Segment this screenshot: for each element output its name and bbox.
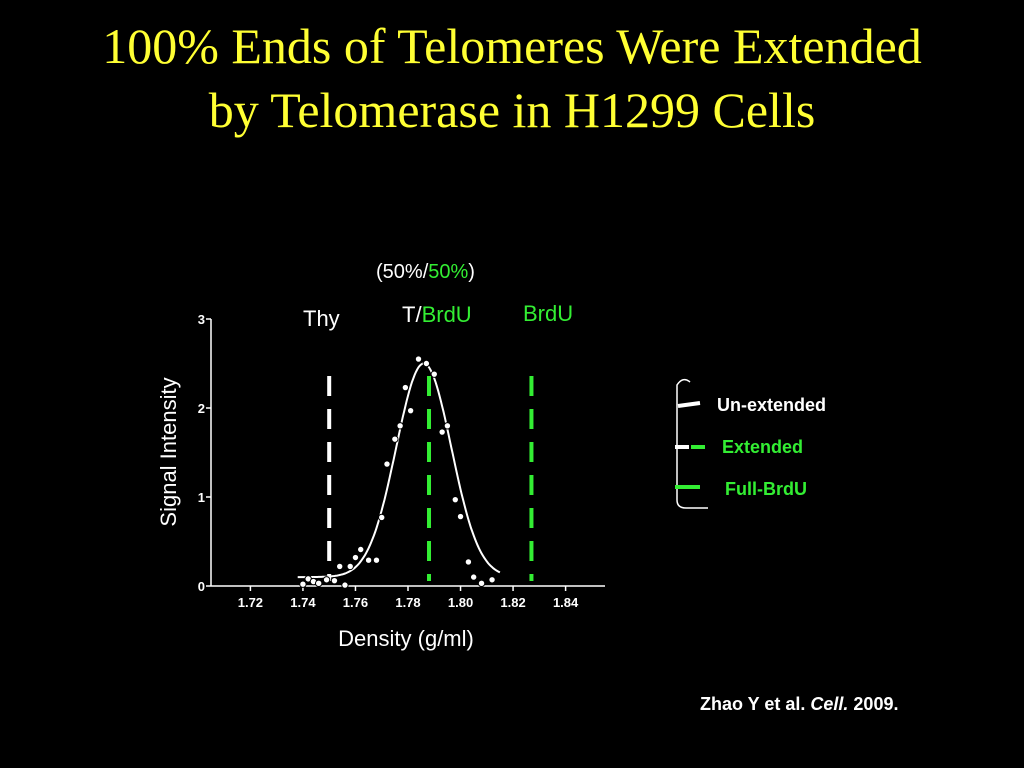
title-line-2: by Telomerase in H1299 Cells: [208, 82, 816, 138]
y-tick-label: 2: [198, 401, 205, 416]
data-point: [443, 422, 452, 430]
data-point: [406, 406, 415, 415]
x-tick-label: 1.80: [448, 595, 473, 610]
data-point: [456, 512, 465, 521]
page-title: 100% Ends of Telomeres Were Extended by …: [0, 14, 1024, 142]
legend-unextended-label: Un-extended: [717, 395, 827, 415]
chart-axes: 1.72 1.74 1.76 1.78 1.80 1.82 1.84 0 1 2 3: [198, 312, 605, 610]
citation: Zhao Y et al. Cell. 2009.: [700, 694, 898, 715]
data-point: [477, 579, 486, 588]
data-point: [401, 383, 410, 392]
data-point: [357, 545, 365, 554]
data-point: [314, 579, 323, 588]
y-tick-label: 3: [198, 312, 205, 327]
x-tick-label: 1.72: [238, 595, 263, 610]
data-point: [322, 576, 331, 584]
unextended-swatch: [677, 401, 701, 408]
hybrid-density-label: T/BrdU: [402, 302, 472, 327]
data-point: [464, 558, 473, 566]
y-tick-label: 1: [198, 490, 205, 505]
data-point: [336, 562, 344, 571]
data-point: [341, 581, 349, 589]
citation-year: 2009.: [853, 694, 899, 714]
legend-full-brdu-label: Full-BrdU: [725, 479, 807, 499]
citation-authors: Zhao Y et al.: [700, 694, 806, 714]
x-tick-label: 1.84: [553, 595, 579, 610]
legend-extended-label: Extended: [722, 437, 804, 457]
data-point: [346, 562, 354, 571]
brdu-label: BrdU: [523, 301, 573, 326]
x-tick-label: 1.78: [395, 595, 420, 610]
x-tick-label: 1.76: [343, 595, 368, 610]
data-point: [391, 435, 399, 443]
data-point: [299, 580, 307, 588]
legend-bracket: [676, 378, 708, 509]
data-point: [396, 422, 404, 430]
y-tick-label: 0: [198, 579, 205, 594]
thy-label: Thy: [303, 306, 340, 331]
hybrid-ratio-label: (50%/50%): [376, 261, 475, 283]
legend: [675, 378, 708, 509]
x-tick-label: 1.74: [290, 595, 316, 610]
data-point: [438, 428, 446, 436]
data-point: [451, 495, 459, 504]
data-point: [330, 576, 339, 585]
data-point: [422, 359, 431, 368]
data-points: [299, 355, 496, 589]
data-point: [378, 513, 386, 522]
data-point: [414, 355, 423, 363]
x-axis-label: Density (g/ml): [338, 626, 474, 651]
data-point: [351, 553, 360, 562]
fit-curve: [297, 362, 501, 579]
data-point: [372, 556, 381, 564]
density-marker-lines: [327, 376, 534, 581]
title-line-1: 100% Ends of Telomeres Were Extended: [102, 18, 922, 74]
data-point: [488, 576, 496, 584]
data-point: [469, 573, 478, 581]
y-axis-label: Signal Intensity: [156, 377, 181, 526]
x-tick-label: 1.82: [500, 595, 525, 610]
citation-journal: Cell.: [810, 694, 849, 714]
data-point: [430, 370, 438, 378]
data-point: [383, 460, 391, 468]
data-point: [364, 556, 373, 564]
